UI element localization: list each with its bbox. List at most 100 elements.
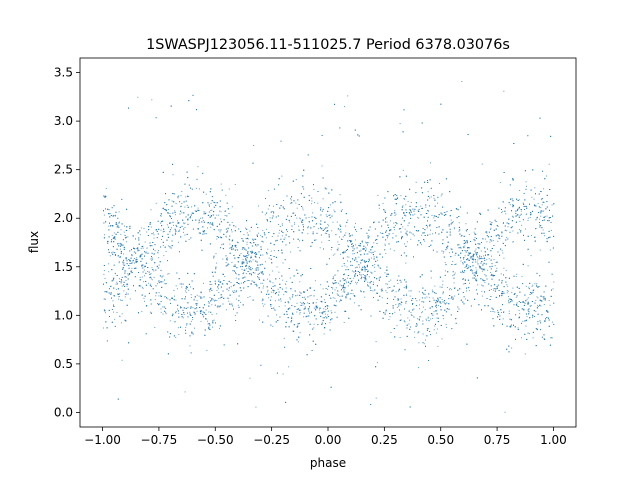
data-point bbox=[458, 230, 460, 232]
data-point bbox=[363, 276, 365, 278]
data-point bbox=[220, 183, 222, 185]
data-point bbox=[127, 273, 129, 275]
data-point bbox=[235, 277, 237, 279]
data-point bbox=[227, 263, 229, 265]
data-point bbox=[316, 299, 318, 300]
data-point bbox=[191, 206, 193, 208]
data-point bbox=[301, 303, 303, 304]
data-point bbox=[118, 242, 120, 244]
data-point bbox=[468, 253, 470, 255]
data-point bbox=[539, 211, 541, 213]
data-point bbox=[335, 287, 337, 289]
data-point bbox=[212, 326, 213, 328]
data-point bbox=[122, 261, 123, 263]
data-point bbox=[452, 261, 454, 262]
data-point bbox=[344, 106, 345, 108]
data-point bbox=[183, 314, 185, 315]
data-point bbox=[402, 205, 404, 207]
data-point bbox=[405, 204, 407, 206]
data-point bbox=[187, 218, 189, 220]
data-point bbox=[372, 290, 374, 292]
data-point bbox=[258, 244, 260, 246]
data-point bbox=[211, 313, 213, 315]
data-point bbox=[157, 251, 159, 253]
data-point bbox=[416, 300, 418, 302]
data-point bbox=[282, 262, 284, 264]
data-point bbox=[302, 207, 304, 209]
data-point bbox=[255, 253, 257, 255]
data-point bbox=[287, 231, 288, 232]
data-point bbox=[537, 305, 538, 307]
data-point bbox=[231, 231, 233, 233]
data-point bbox=[499, 295, 501, 296]
data-point bbox=[464, 255, 466, 257]
data-point bbox=[165, 251, 167, 252]
data-point bbox=[464, 267, 466, 268]
data-point bbox=[183, 231, 184, 233]
data-point bbox=[323, 299, 325, 301]
data-point bbox=[341, 285, 343, 287]
data-point bbox=[160, 229, 162, 231]
data-point bbox=[490, 274, 492, 276]
data-point bbox=[358, 250, 360, 252]
data-point bbox=[295, 179, 297, 181]
data-point bbox=[143, 269, 145, 271]
data-point bbox=[121, 313, 123, 315]
data-point bbox=[110, 292, 112, 294]
data-point bbox=[218, 214, 220, 216]
data-point bbox=[424, 293, 426, 295]
data-point bbox=[265, 237, 267, 239]
data-point bbox=[511, 291, 513, 293]
data-point bbox=[551, 321, 553, 323]
data-point bbox=[400, 319, 402, 321]
data-point bbox=[242, 239, 244, 241]
data-point bbox=[525, 228, 526, 230]
data-point bbox=[220, 211, 222, 213]
data-point bbox=[475, 248, 477, 250]
data-point bbox=[384, 272, 386, 274]
data-point bbox=[355, 244, 357, 246]
data-point bbox=[381, 232, 383, 234]
data-point bbox=[153, 270, 155, 272]
data-point bbox=[136, 258, 138, 260]
data-point bbox=[218, 284, 220, 286]
data-point bbox=[263, 305, 264, 307]
data-point bbox=[416, 318, 418, 320]
data-point bbox=[490, 311, 492, 312]
data-point bbox=[339, 194, 341, 196]
data-point bbox=[167, 298, 169, 300]
data-point bbox=[542, 229, 544, 231]
data-point bbox=[507, 285, 509, 287]
data-point bbox=[422, 311, 423, 313]
data-point bbox=[226, 257, 228, 259]
data-point bbox=[444, 302, 445, 304]
data-point bbox=[224, 276, 226, 278]
data-point bbox=[166, 224, 168, 226]
data-point bbox=[211, 283, 213, 285]
data-point bbox=[339, 229, 341, 231]
data-point bbox=[171, 298, 173, 299]
data-point bbox=[359, 250, 361, 252]
data-point bbox=[140, 227, 142, 229]
data-point bbox=[505, 269, 507, 271]
data-point bbox=[151, 279, 153, 281]
data-point bbox=[548, 163, 550, 165]
data-point bbox=[476, 269, 478, 271]
data-point bbox=[427, 317, 429, 319]
data-point bbox=[196, 300, 198, 302]
data-point bbox=[381, 290, 383, 291]
data-point bbox=[162, 281, 164, 283]
data-point bbox=[489, 221, 491, 223]
data-point bbox=[349, 236, 351, 237]
data-point bbox=[329, 214, 331, 216]
data-point bbox=[427, 328, 429, 330]
data-point bbox=[463, 243, 465, 245]
data-point bbox=[300, 301, 302, 303]
data-point bbox=[450, 297, 452, 299]
data-point bbox=[115, 214, 117, 216]
data-point bbox=[501, 312, 502, 313]
data-point bbox=[240, 253, 242, 255]
data-point bbox=[149, 311, 151, 313]
data-point bbox=[393, 222, 395, 224]
data-point bbox=[364, 296, 366, 298]
